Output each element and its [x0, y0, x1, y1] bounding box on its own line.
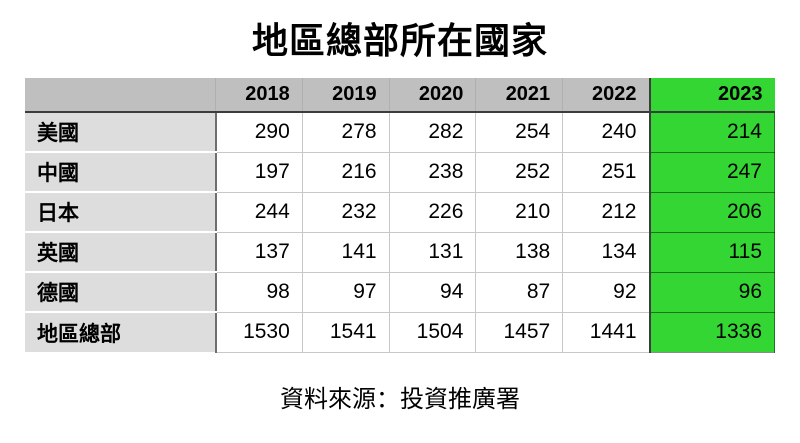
row-label-中國: 中國	[25, 152, 217, 193]
cell-日本-2018: 244	[215, 192, 303, 233]
cell-美國-2018: 290	[215, 112, 303, 153]
cell-美國-2020: 282	[389, 112, 477, 153]
cell-英國-2020: 131	[389, 232, 477, 273]
cell-日本-2021: 210	[475, 192, 564, 233]
row-label-日本: 日本	[25, 192, 217, 233]
page-title: 地區總部所在國家	[251, 20, 548, 61]
table-row-英國: 英國 137 141 131 138 134 115	[25, 232, 775, 273]
cell-中國-2022: 251	[562, 152, 650, 193]
cell-美國-2021: 254	[475, 112, 564, 153]
cell-中國-2021: 252	[475, 152, 564, 193]
cell-英國-2023: 115	[648, 232, 775, 273]
cell-地區總部-2023: 1336	[648, 312, 775, 353]
cell-英國-2021: 138	[475, 232, 564, 273]
cell-日本-2020: 226	[389, 192, 477, 233]
column-header-2018: 2018	[215, 78, 303, 113]
cell-英國-2019: 141	[302, 232, 390, 273]
column-header-2020: 2020	[388, 78, 476, 113]
row-label-德國: 德國	[25, 272, 217, 313]
corner-cell	[25, 78, 216, 113]
cell-日本-2019: 232	[302, 192, 390, 233]
cell-中國-2020: 238	[389, 152, 477, 193]
row-label-美國: 美國	[25, 112, 217, 153]
cell-英國-2018: 137	[215, 232, 303, 273]
row-label-英國: 英國	[25, 232, 217, 273]
cell-德國-2023: 96	[648, 272, 775, 313]
column-header-2022: 2022	[562, 78, 650, 113]
cell-美國-2023: 214	[648, 112, 775, 153]
header-row: 2018 2019 2020 2021 2022 2023	[25, 78, 775, 113]
cell-中國-2019: 216	[302, 152, 390, 193]
row-label-地區總部: 地區總部	[25, 312, 217, 352]
cell-地區總部-2020: 1504	[389, 312, 477, 353]
cell-日本-2023: 206	[648, 192, 775, 233]
cell-美國-2022: 240	[562, 112, 650, 153]
cell-德國-2019: 97	[302, 272, 390, 313]
table-row-地區總部: 地區總部 1530 1541 1504 1457 1441 1336	[25, 312, 775, 353]
source-note: 資料來源：投資推廣署	[280, 385, 520, 413]
table-row-中國: 中國 197 216 238 252 251 247	[25, 152, 775, 193]
column-header-2021: 2021	[475, 78, 563, 113]
cell-地區總部-2019: 1541	[302, 312, 390, 353]
cell-德國-2018: 98	[215, 272, 303, 313]
table-row-美國: 美國 290 278 282 254 240 214	[25, 112, 775, 153]
data-table: 2018 2019 2020 2021 2022 2023 美國 290 278 282 254 2…	[25, 78, 775, 353]
cell-美國-2019: 278	[302, 112, 390, 153]
table-row-日本: 日本 244 232 226 210 212 206	[25, 192, 775, 233]
cell-地區總部-2021: 1457	[475, 312, 564, 353]
cell-德國-2022: 92	[562, 272, 650, 313]
cell-英國-2022: 134	[562, 232, 650, 273]
column-header-2019: 2019	[301, 78, 390, 113]
table-row-德國: 德國 98 97 94 87 92 96	[25, 272, 775, 313]
cell-地區總部-2022: 1441	[562, 312, 650, 353]
cell-地區總部-2018: 1530	[215, 312, 303, 353]
cell-德國-2021: 87	[475, 272, 564, 313]
cell-日本-2022: 212	[562, 192, 650, 233]
cell-中國-2018: 197	[215, 152, 303, 193]
table-body: 美國 290 278 282 254 240 214 中國 197 216 238 252 251 247…	[25, 112, 775, 353]
table-header: 2018 2019 2020 2021 2022 2023	[25, 78, 775, 113]
cell-中國-2023: 247	[648, 152, 775, 193]
cell-德國-2020: 94	[389, 272, 477, 313]
column-header-2023: 2023	[648, 78, 775, 113]
